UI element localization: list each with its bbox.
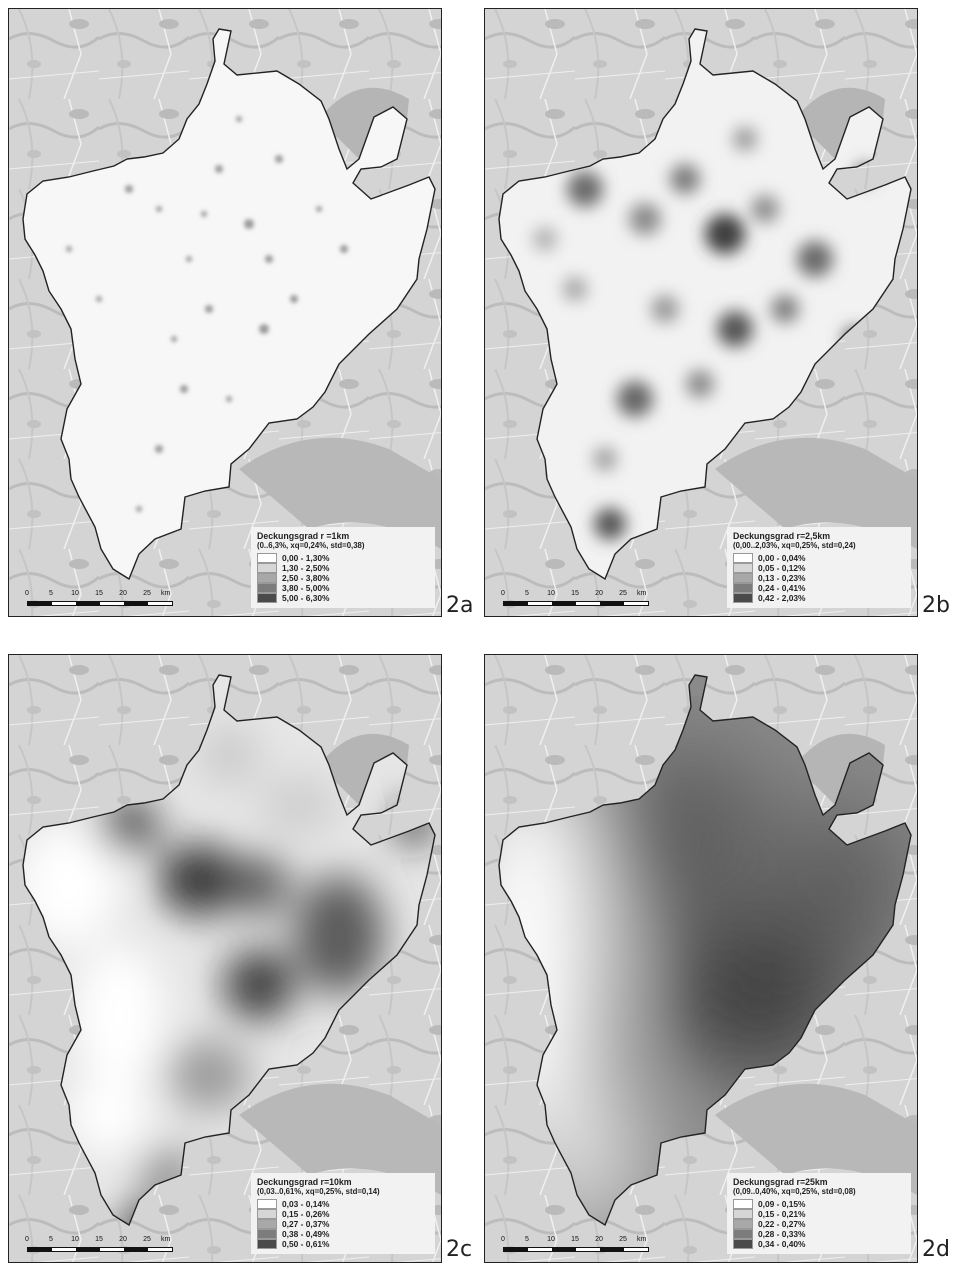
scale-bar: 0 5 10 15 20 25 km [499, 590, 659, 606]
legend-row: 0,34 - 0,40% [733, 1239, 906, 1249]
legend-subtitle: (0,00..2,03%, xq=0,25%, std=0,24) [733, 541, 856, 550]
legend-title: Deckungsgrad r=10km [257, 1177, 352, 1187]
legend-2b: Deckungsgrad r=2,5km (0,00..2,03%, xq=0,… [727, 527, 911, 608]
legend-row: 0,13 - 0,23% [733, 573, 906, 583]
legend-subtitle: (0..6,3%, xq=0,24%, std=0,38) [257, 541, 365, 550]
panel-label-2c: 2c [446, 1237, 473, 1262]
legend-swatch [257, 583, 277, 593]
legend-title: Deckungsgrad r=25km [733, 1177, 828, 1187]
map-2c [9, 655, 441, 1262]
legend-title: Deckungsgrad r=2,5km [733, 531, 831, 541]
legend-subtitle: (0,03..0,61%, xq=0,25%, std=0,14) [257, 1187, 380, 1196]
legend-row: 0,24 - 0,41% [733, 583, 906, 593]
legend-row: 0,22 - 0,27% [733, 1219, 906, 1229]
legend-row: 0,15 - 0,26% [257, 1209, 430, 1219]
legend-row: 0,05 - 0,12% [733, 563, 906, 573]
legend-row: 0,50 - 0,61% [257, 1239, 430, 1249]
legend-row: 3,80 - 5,00% [257, 583, 430, 593]
legend-row: 0,09 - 0,15% [733, 1199, 906, 1209]
legend-row: 0,00 - 0,04% [733, 553, 906, 563]
legend-row: 0,38 - 0,49% [257, 1229, 430, 1239]
panel-label-2b: 2b [922, 593, 950, 618]
legend-2a: Deckungsgrad r =1km (0..6,3%, xq=0,24%, … [251, 527, 435, 608]
legend-row: 0,28 - 0,33% [733, 1229, 906, 1239]
region-boundary [498, 28, 912, 581]
coverage-field [23, 725, 434, 1225]
legend-swatch [257, 563, 277, 573]
legend-swatch [257, 593, 277, 603]
legend-row: 0,27 - 0,37% [257, 1219, 430, 1229]
map-panel-2d: Deckungsgrad r=25km (0,09..0,40%, xq=0,2… [484, 654, 918, 1263]
legend-row: 2,50 - 3,80% [257, 573, 430, 583]
coverage-spots [66, 116, 348, 512]
map-panel-2a: Deckungsgrad r =1km (0..6,3%, xq=0,24%, … [8, 8, 442, 617]
legend-2c: Deckungsgrad r=10km (0,03..0,61%, xq=0,2… [251, 1173, 435, 1254]
legend-title: Deckungsgrad r =1km [257, 531, 350, 541]
map-2d [485, 655, 917, 1262]
map-panel-2c: Deckungsgrad r=10km (0,03..0,61%, xq=0,2… [8, 654, 442, 1263]
legend-row: 0,03 - 0,14% [257, 1199, 430, 1209]
panel-label-2d: 2d [922, 1237, 950, 1262]
map-panel-2b: Deckungsgrad r=2,5km (0,00..2,03%, xq=0,… [484, 8, 918, 617]
region-boundary [498, 674, 912, 1227]
map-2b [485, 9, 917, 616]
region-boundary [22, 28, 436, 581]
scale-bar: 0 5 10 15 20 25 km [23, 1236, 183, 1252]
legend-swatch [257, 573, 277, 583]
region-boundary [22, 674, 436, 1227]
legend-row: 0,00 - 1,30% [257, 553, 430, 563]
river-valley [239, 437, 441, 549]
legend-row: 1,30 - 2,50% [257, 563, 430, 573]
legend-row: 0,42 - 2,03% [733, 593, 906, 603]
map-2a [9, 9, 441, 616]
legend-subtitle: (0,09..0,40%, xq=0,25%, std=0,08) [733, 1187, 856, 1196]
scale-bar: 0 5 10 15 20 25 km [499, 1236, 659, 1252]
legend-swatch [257, 553, 277, 563]
legend-row: 5,00 - 6,30% [257, 593, 430, 603]
scale-bar: 0 5 10 15 20 25 km [23, 590, 183, 606]
legend-2d: Deckungsgrad r=25km (0,09..0,40%, xq=0,2… [727, 1173, 911, 1254]
legend-row: 0,15 - 0,21% [733, 1209, 906, 1219]
panel-label-2a: 2a [446, 593, 474, 618]
